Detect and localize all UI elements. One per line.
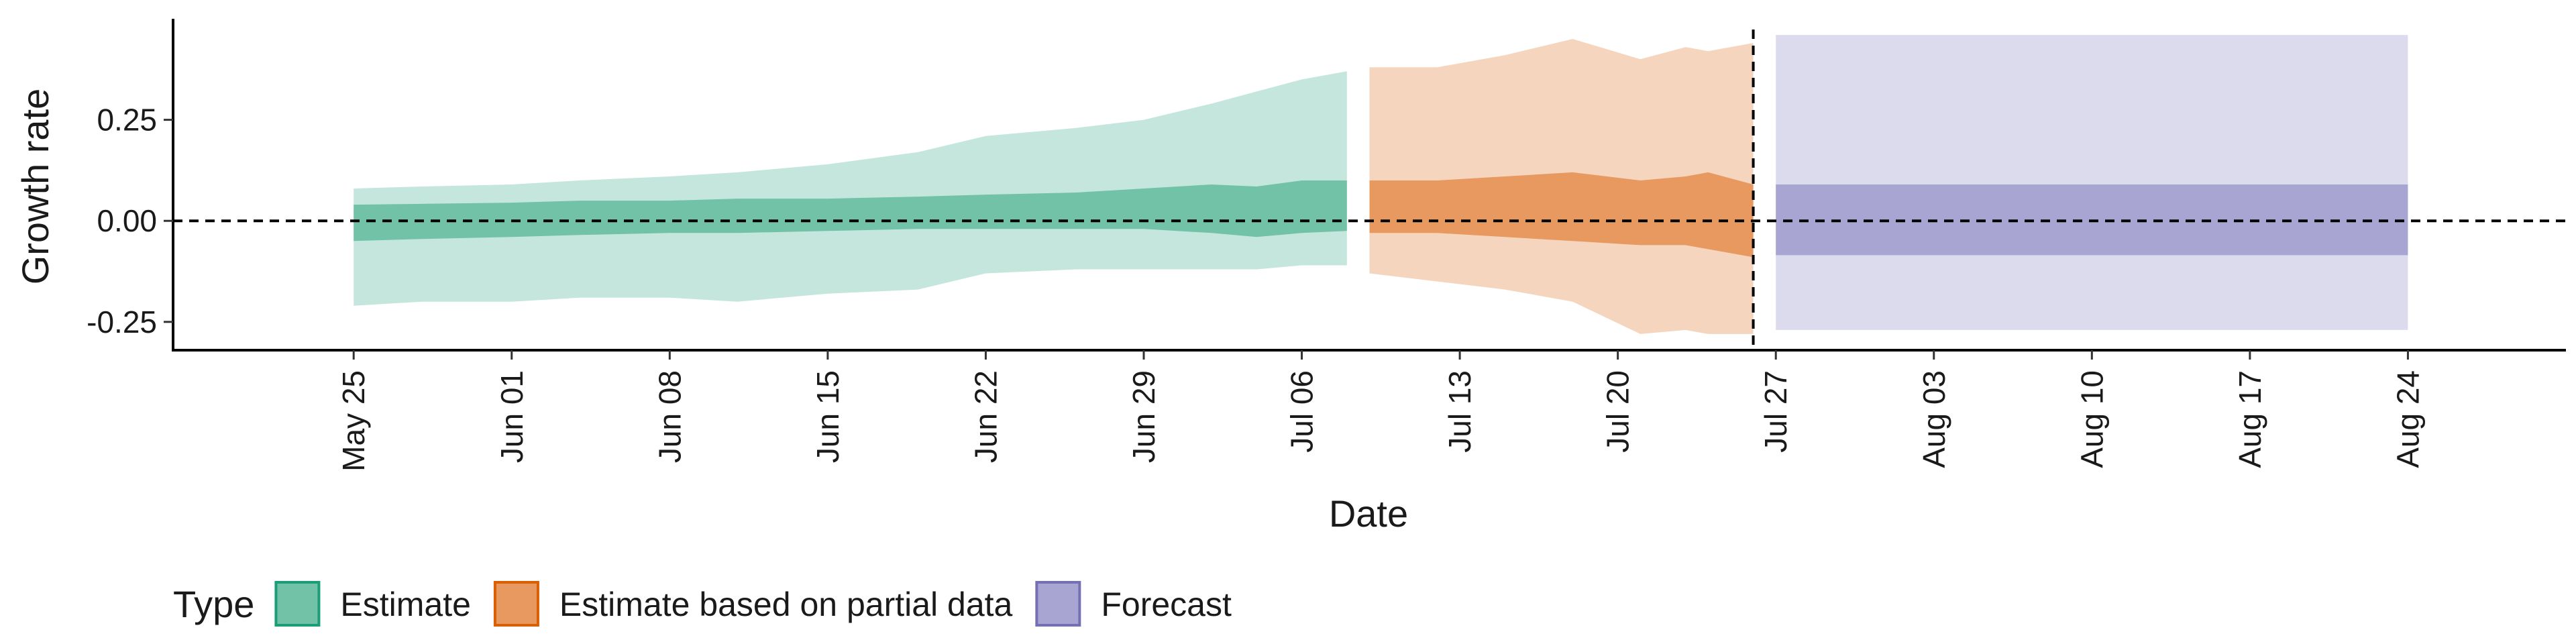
x-tick-label: Jun 22 [968,370,1003,463]
x-tick-label: May 25 [336,370,371,472]
legend-swatch [1035,581,1081,627]
x-tick-label: Jun 08 [652,370,687,463]
x-tick-label: Aug 03 [1917,370,1951,468]
legend-label: Estimate [340,586,471,623]
y-axis-title: Growth rate [14,89,56,285]
x-tick-label: Jun 01 [494,370,529,463]
x-tick-label: Aug 17 [2233,370,2267,468]
y-tick-label: 0.00 [97,203,157,238]
forecast-outer-band [1776,35,2408,330]
x-tick-label: Jul 13 [1442,370,1477,453]
x-axis-title: Date [1329,492,1408,535]
uncertainty-bands [354,35,2408,334]
x-tick-label: Aug 10 [2074,370,2109,468]
legend-label: Estimate based on partial data [559,586,1013,623]
x-tick-label: Jul 20 [1601,370,1635,453]
y-axis-ticks: 0.25 0.00 -0.25 [87,103,173,339]
x-tick-label: Jul 27 [1758,370,1793,453]
legend-swatch [493,581,539,627]
legend-item-estimate: Estimate [274,581,471,627]
y-tick-label: -0.25 [87,305,157,339]
legend: Type Estimate Estimate based on partial da… [173,581,1232,627]
legend-swatch [274,581,321,627]
reference-lines [173,30,2566,350]
x-tick-label: Jun 15 [810,370,845,463]
estimate-inner-band [354,180,1347,241]
x-axis-ticks: May 25 Jun 01 Jun 08 Jun 15 Jun 22 Jun 29 Jul … [336,350,2425,472]
axes [172,19,2566,352]
legend-item-estimate-based-on-partial-data: Estimate based on partial data [493,581,1013,627]
estimate-based-on-partial-data-inner-band [1369,172,1754,258]
x-tick-label: Aug 24 [2390,370,2425,468]
legend-item-forecast: Forecast [1035,581,1232,627]
legend-label: Forecast [1101,586,1232,623]
y-tick-label: 0.25 [97,103,157,138]
legend-title: Type [173,583,254,625]
estimate-outer-band [354,71,1347,306]
x-tick-label: Jun 29 [1126,370,1161,463]
x-tick-label: Jul 06 [1285,370,1320,453]
